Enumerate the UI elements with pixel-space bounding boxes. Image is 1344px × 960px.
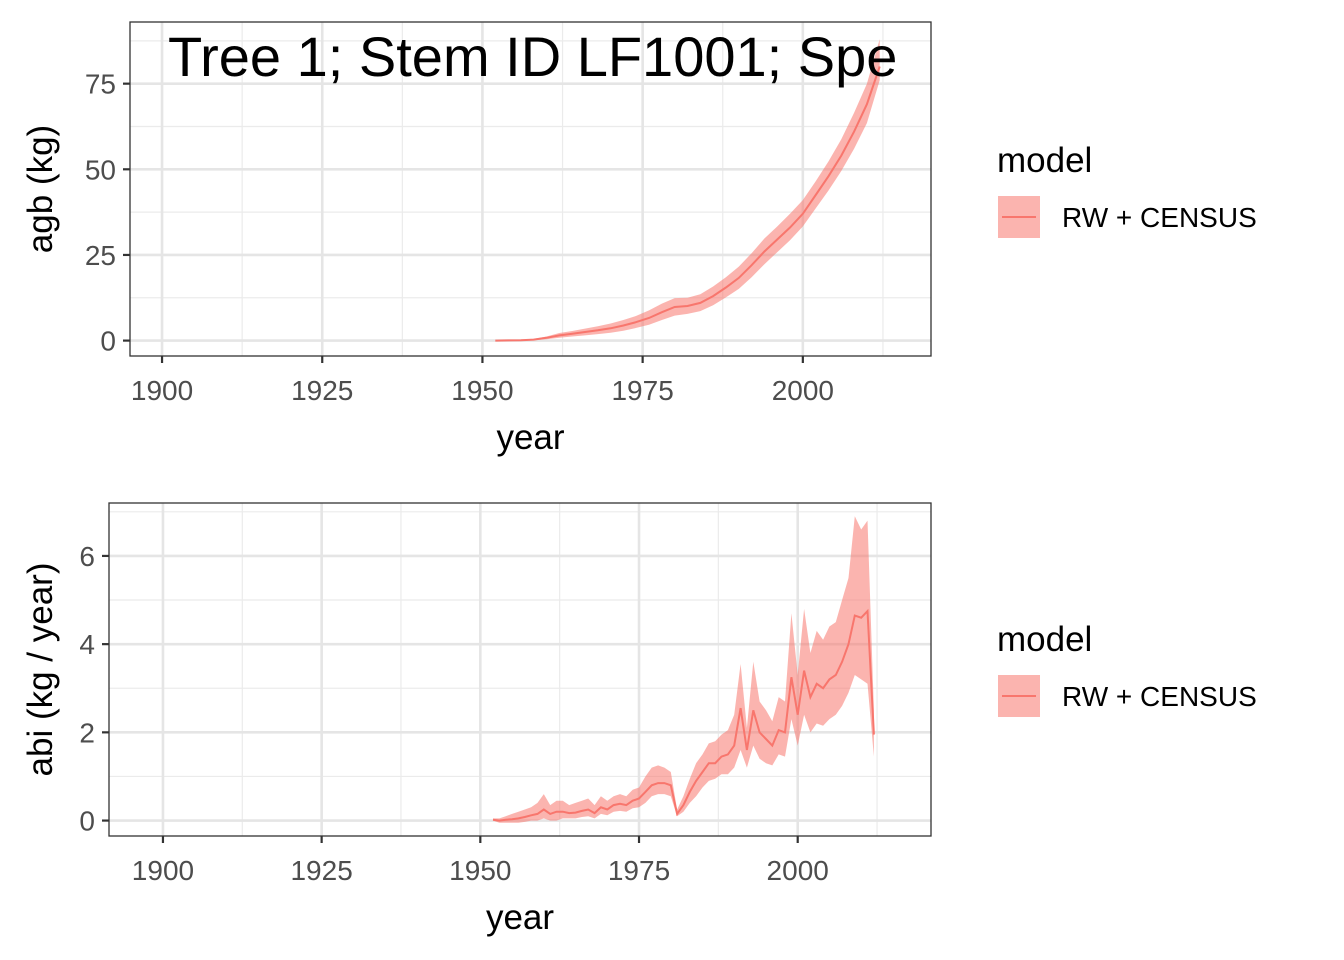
agb-title-group: Tree 1; Stem ID LF1001; Spe bbox=[168, 25, 897, 88]
agb-y-tick-label: 25 bbox=[85, 240, 116, 271]
agb-y-tick-label: 0 bbox=[100, 326, 116, 357]
agb-y-tick-label: 75 bbox=[85, 69, 116, 100]
agb-grid-major bbox=[130, 22, 931, 356]
agb-y-axis-label: agb (kg) bbox=[21, 125, 60, 253]
abi-grid-major bbox=[109, 503, 931, 836]
abi-legend-title: model bbox=[997, 620, 1092, 659]
agb-x-tick-label: 2000 bbox=[772, 375, 834, 406]
abi-legend-entry: RW + CENSUS bbox=[1062, 681, 1257, 712]
agb-x-tick-label: 1950 bbox=[451, 375, 513, 406]
abi-x-tick-label: 1950 bbox=[449, 855, 511, 886]
agb-x-tick-label: 1900 bbox=[131, 375, 193, 406]
agb-axes: 1900 1925 1950 1975 2000 0 25 50 75 bbox=[85, 69, 834, 406]
agb-legend: model RW + CENSUS bbox=[997, 141, 1257, 238]
abi-y-tick-label: 4 bbox=[79, 629, 95, 660]
abi-y-tick-label: 0 bbox=[79, 806, 95, 837]
abi-y-tick-label: 6 bbox=[79, 541, 95, 572]
abi-x-tick-label: 2000 bbox=[767, 855, 829, 886]
abi-panel-border bbox=[108, 502, 932, 837]
abi-y-axis-label: abi (kg / year) bbox=[21, 563, 60, 777]
abi-ribbon bbox=[493, 516, 874, 823]
abi-x-tick-label: 1975 bbox=[608, 855, 670, 886]
agb-legend-title: model bbox=[997, 141, 1092, 180]
abi-y-tick-label: 2 bbox=[79, 717, 95, 748]
abi-x-axis-label: year bbox=[486, 898, 554, 937]
abi-series-line bbox=[492, 608, 875, 822]
abi-x-tick-label: 1925 bbox=[290, 855, 352, 886]
abi-axes: 1900 1925 1950 1975 2000 0 2 4 6 bbox=[79, 541, 828, 886]
abi-legend: model RW + CENSUS bbox=[997, 620, 1257, 717]
abi-panel: 1900 1925 1950 1975 2000 0 2 4 6 year abi (kg / … bbox=[21, 502, 1257, 937]
abi-line bbox=[492, 608, 875, 822]
agb-legend-entry: RW + CENSUS bbox=[1062, 202, 1257, 233]
abi-x-tick-label: 1900 bbox=[132, 855, 194, 886]
agb-x-tick-label: 1975 bbox=[611, 375, 673, 406]
agb-x-tick-label: 1925 bbox=[291, 375, 353, 406]
agb-chart-title: Tree 1; Stem ID LF1001; Spe bbox=[168, 25, 897, 88]
agb-panel: Tree 1; Stem ID LF1001; Spe 1900 1925 1950… bbox=[21, 21, 1257, 457]
agb-grid-minor bbox=[130, 22, 931, 356]
agb-y-tick-label: 50 bbox=[85, 154, 116, 185]
agb-x-axis-label: year bbox=[496, 418, 564, 457]
agb-line bbox=[495, 66, 881, 342]
abi-grid-minor bbox=[109, 503, 931, 836]
agb-series-line bbox=[495, 66, 881, 342]
agb-panel-border bbox=[129, 21, 932, 357]
abi-confidence-band bbox=[493, 516, 874, 823]
